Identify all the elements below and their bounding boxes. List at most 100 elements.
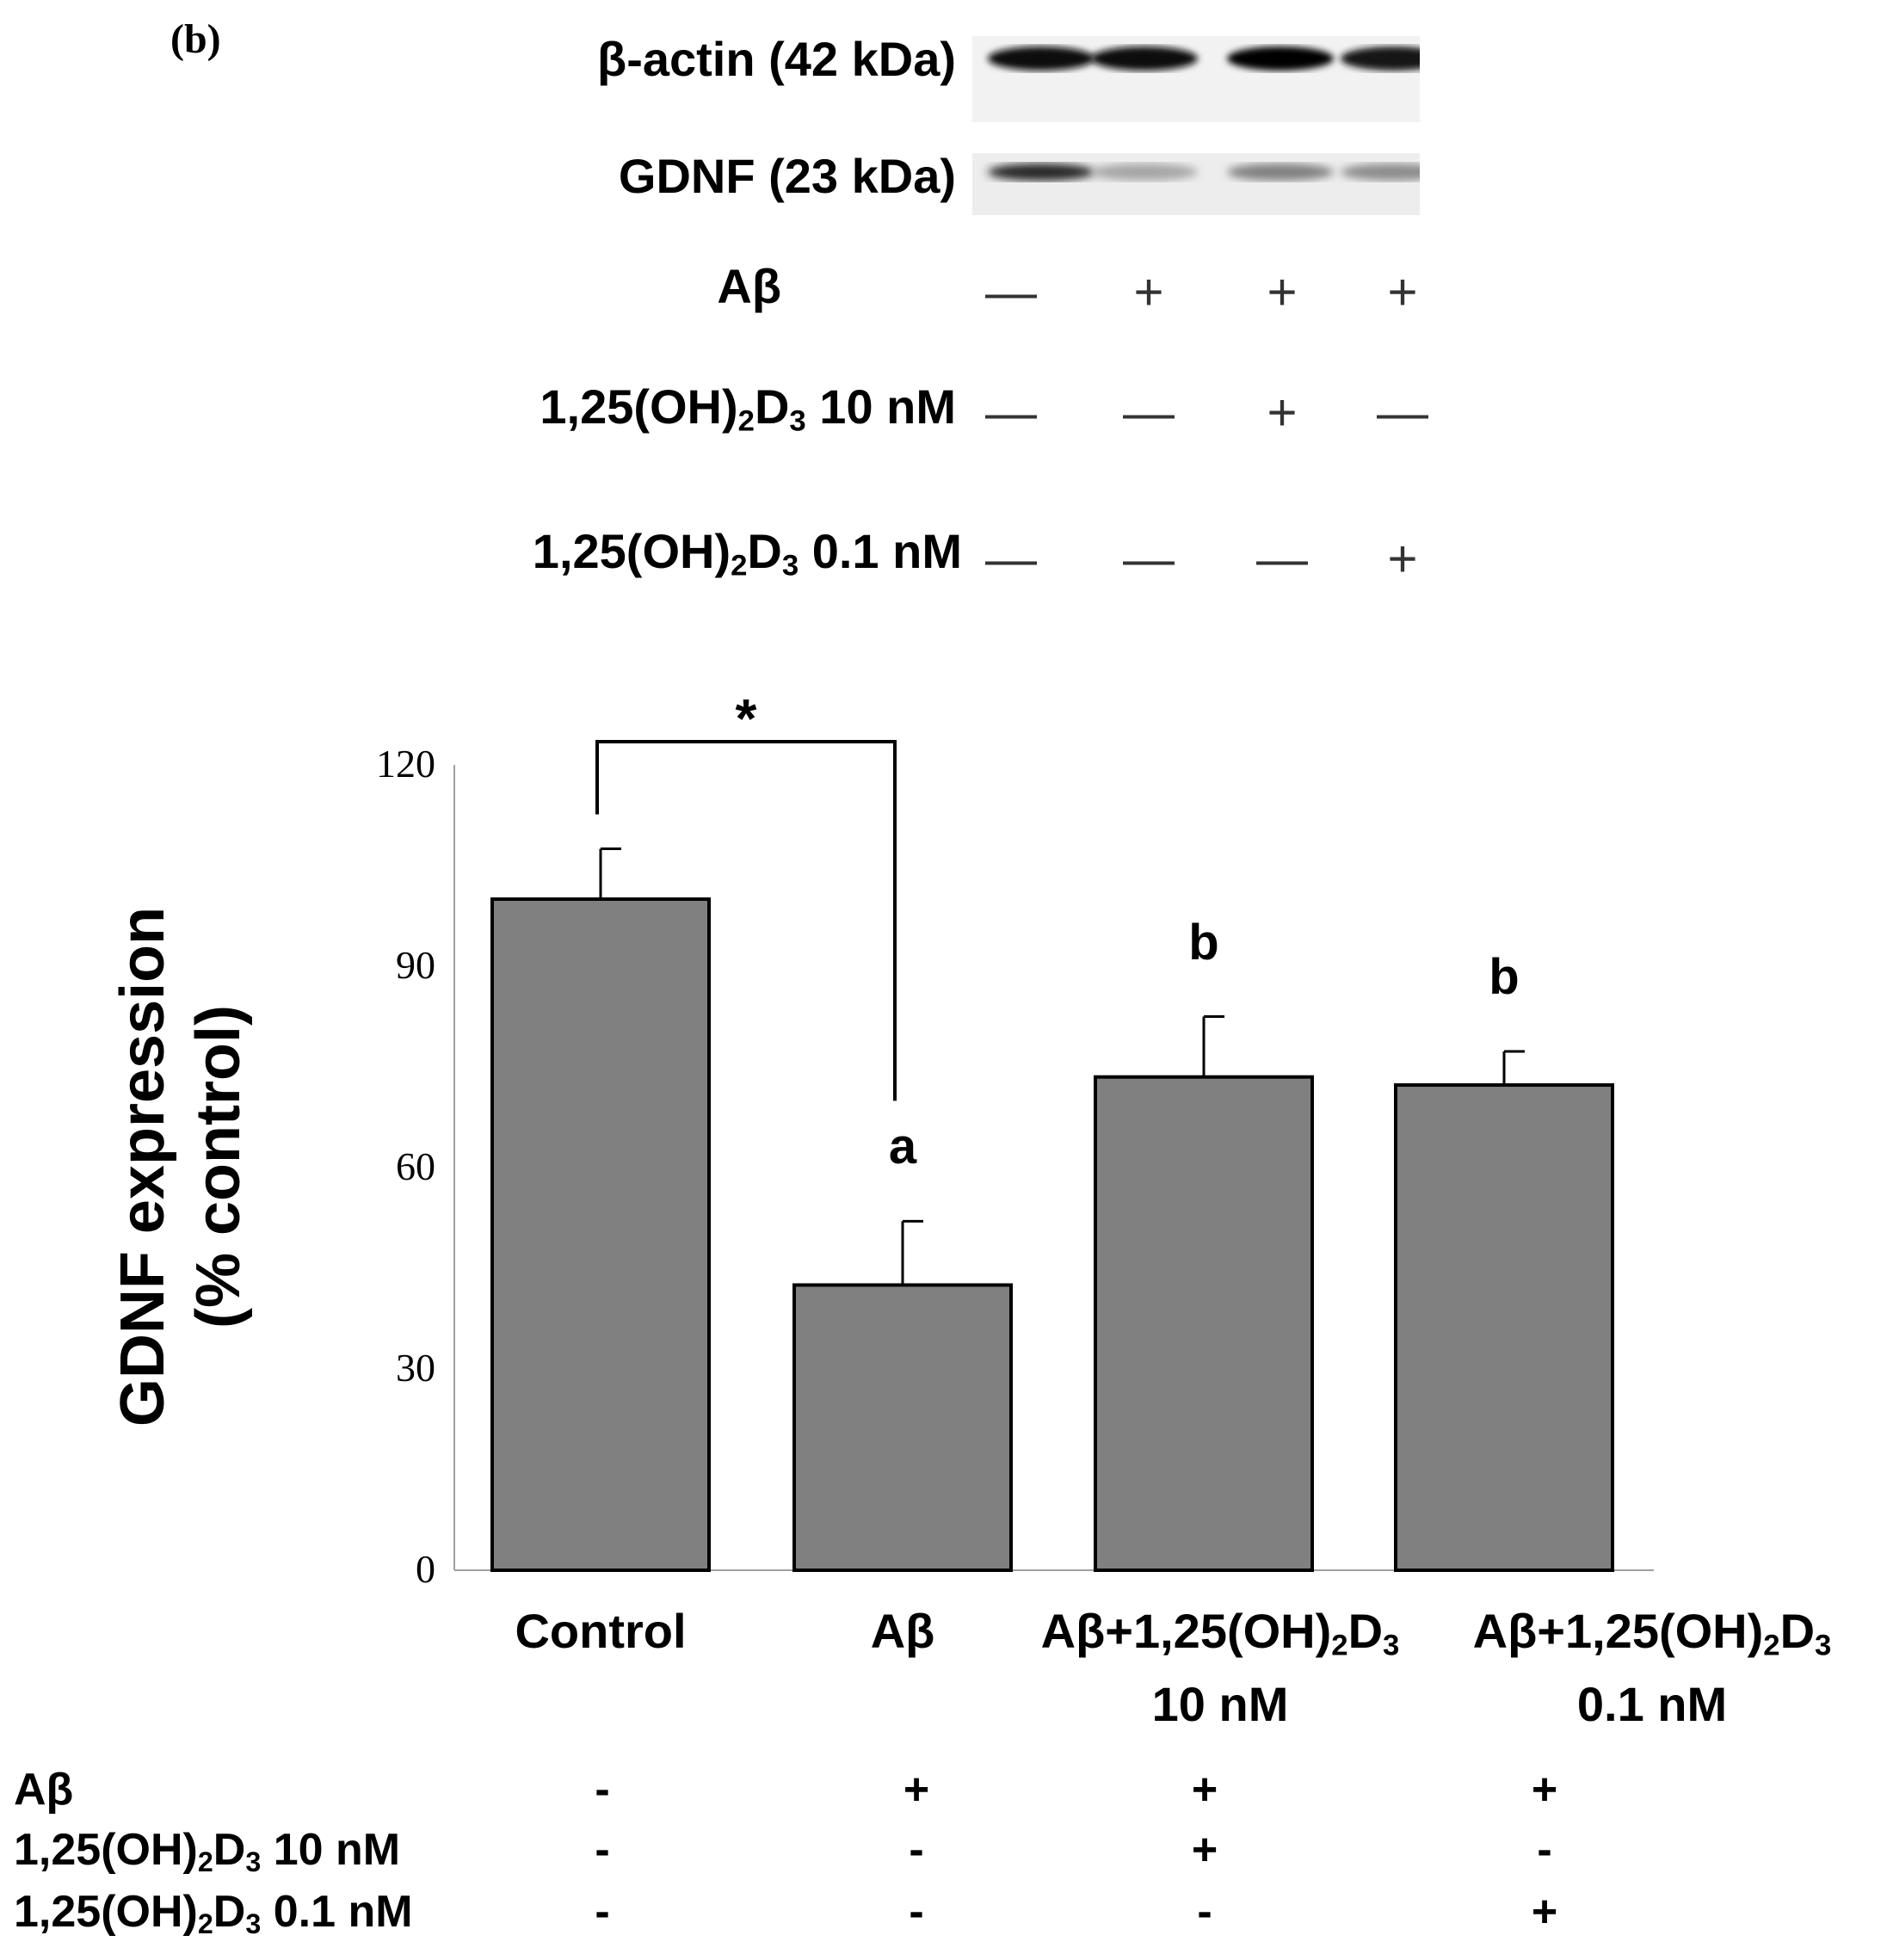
blot-cond-abeta-label: Aβ [717, 258, 781, 314]
label-part-0: Aβ [14, 1765, 74, 1815]
blot-cond-vd10-sub2: 3 [789, 404, 806, 438]
y-tick-0: 0 [416, 1547, 435, 1591]
table-row-2-sign-1: - [595, 1825, 610, 1875]
bar-3 [1094, 1075, 1314, 1572]
bar-2 [792, 1283, 1013, 1572]
label-part-3: 3 [245, 1908, 262, 1940]
label-part-1: 2 [197, 1908, 213, 1940]
blot-sign-row1-lane2: + [1133, 263, 1164, 321]
table-row-1-sign-2: + [903, 1765, 930, 1815]
panel-label: (b) [170, 16, 221, 62]
table-row-3-sign-2: - [909, 1887, 924, 1937]
blot-sign-row1-lane1: — [985, 263, 1037, 321]
label-part-0: 1,25(OH) [14, 1825, 198, 1875]
label-part-3: 3 [245, 1846, 262, 1878]
blot-cond-vd01-tail: 0.1 nM [799, 524, 962, 578]
x-category-4-line1: Aβ+1,25(OH)2D3 [1394, 1602, 1887, 1675]
blot-cond-vd01-main: 1,25(OH) [532, 524, 731, 578]
label-part-1: 2 [197, 1846, 213, 1878]
blot-strip-gdnf-bg [972, 153, 1420, 215]
label-part-0: Control [515, 1604, 687, 1658]
blot-sign-row3-lane2: — [1123, 530, 1175, 588]
x-category-2-line1: Aβ [644, 1602, 1161, 1661]
table-row-1-sign-1: - [595, 1765, 610, 1815]
y-axis-label-line2: (% control) [184, 1005, 253, 1328]
significance-letter-3: b [1188, 914, 1219, 971]
blot-band-beta-actin-lane-4 [1341, 46, 1420, 71]
blot-band-gdnf-lane-2 [1091, 163, 1198, 181]
label-part-0: Aβ+1,25(OH) [1472, 1604, 1764, 1658]
y-axis-label: GDNF expression (% control) [105, 907, 256, 1427]
label-part-2: D [213, 1887, 246, 1937]
label-part-2: D [1347, 1604, 1384, 1658]
blot-cond-abeta-text: Aβ [717, 259, 781, 313]
blot-sign-row2-lane4: — [1377, 384, 1428, 441]
y-tick-60: 60 [396, 1144, 435, 1188]
bar-1 [490, 897, 711, 1572]
x-category-3-line1: Aβ+1,25(OH)2D3 [962, 1602, 1478, 1675]
x-category-1: Control [342, 1602, 859, 1661]
label-part-3: 3 [1815, 1629, 1832, 1662]
blot-sign-row2-lane1: — [985, 384, 1037, 441]
label-part-2: D [1779, 1604, 1816, 1658]
table-row-2-sign-3: + [1191, 1825, 1218, 1875]
table-row-2-sign-2: - [909, 1825, 924, 1875]
blot-band-beta-actin-lane-1 [988, 46, 1095, 71]
label-part-4: 0.1 nM [261, 1887, 413, 1937]
significance-letter-2: a [888, 1119, 917, 1175]
x-category-2: Aβ [644, 1602, 1161, 1661]
blot-cond-vd01-label: 1,25(OH)2D3 0.1 nM [533, 523, 962, 583]
label-part-0: 1,25(OH) [14, 1887, 198, 1937]
y-tick-30: 30 [396, 1346, 435, 1390]
bar-4 [1394, 1083, 1614, 1572]
blot-sign-row2-lane2: — [1123, 384, 1175, 441]
x-category-4: Aβ+1,25(OH)2D3 0.1 nM [1394, 1602, 1887, 1734]
label-part-1: 2 [1331, 1629, 1348, 1662]
blot-sign-row3-lane4: + [1387, 530, 1418, 588]
blot-cond-vd01-sub: 2 [731, 549, 748, 582]
table-row-3-sign-1: - [595, 1887, 610, 1937]
table-row-1-label: Aβ [14, 1764, 73, 1815]
blot-band-gdnf-lane-1 [988, 163, 1095, 181]
y-tick-90: 90 [396, 943, 435, 987]
table-row-3-sign-4: + [1531, 1887, 1558, 1937]
significance-star: * [735, 687, 757, 749]
table-row-1-sign-3: + [1191, 1765, 1218, 1815]
blot-sign-row3-lane3: — [1256, 530, 1308, 588]
x-category-1-line1: Control [342, 1602, 859, 1661]
blot-sign-row2-lane3: + [1267, 384, 1298, 441]
x-category-3: Aβ+1,25(OH)2D3 10 nM [962, 1602, 1478, 1734]
label-part-3: 3 [1383, 1629, 1400, 1662]
table-row-3-label: 1,25(OH)2D3 0.1 nM [14, 1886, 413, 1940]
blot-band-gdnf-lane-3 [1227, 163, 1334, 181]
blot-cond-vd10-label: 1,25(OH)2D3 10 nM [540, 379, 956, 439]
western-blot-image [972, 36, 1420, 215]
x-category-3-line2: 10 nM [1151, 1676, 1289, 1731]
y-axis-label-line1: GDNF expression [108, 906, 177, 1427]
label-part-0: Aβ+1,25(OH) [1040, 1604, 1332, 1658]
blot-cond-vd01-sub2: 3 [781, 549, 799, 582]
table-row-2-sign-4: - [1537, 1825, 1552, 1875]
blot-cond-vd10-tail: 10 nM [805, 379, 956, 434]
blot-band-beta-actin-lane-2 [1091, 46, 1198, 71]
table-row-1-sign-4: + [1531, 1765, 1558, 1815]
blot-band-gdnf-lane-4 [1341, 163, 1420, 181]
table-row-2-label: 1,25(OH)2D3 10 nM [14, 1824, 400, 1878]
blot-cond-vd10-main: 1,25(OH) [540, 379, 738, 434]
y-tick-120: 120 [376, 742, 435, 786]
blot-label-beta-actin: β-actin (42 kDa) [597, 32, 956, 86]
label-part-2: D [213, 1825, 246, 1875]
label-part-0: Aβ [870, 1604, 935, 1658]
blot-label-gdnf: GDNF (23 kDa) [618, 149, 956, 203]
blot-cond-vd10-mid: D [754, 379, 790, 434]
table-row-3-sign-3: - [1197, 1887, 1212, 1937]
label-part-1: 2 [1763, 1629, 1780, 1662]
x-category-4-line2: 0.1 nM [1576, 1676, 1728, 1731]
blot-cond-vd01-mid: D [747, 524, 782, 578]
bar-chart [453, 740, 1654, 1572]
blot-sign-row3-lane1: — [985, 530, 1037, 588]
significance-bracket [595, 740, 897, 1101]
blot-sign-row1-lane3: + [1267, 263, 1298, 321]
label-part-4: 10 nM [261, 1825, 401, 1875]
blot-cond-vd10-sub: 2 [737, 404, 755, 438]
